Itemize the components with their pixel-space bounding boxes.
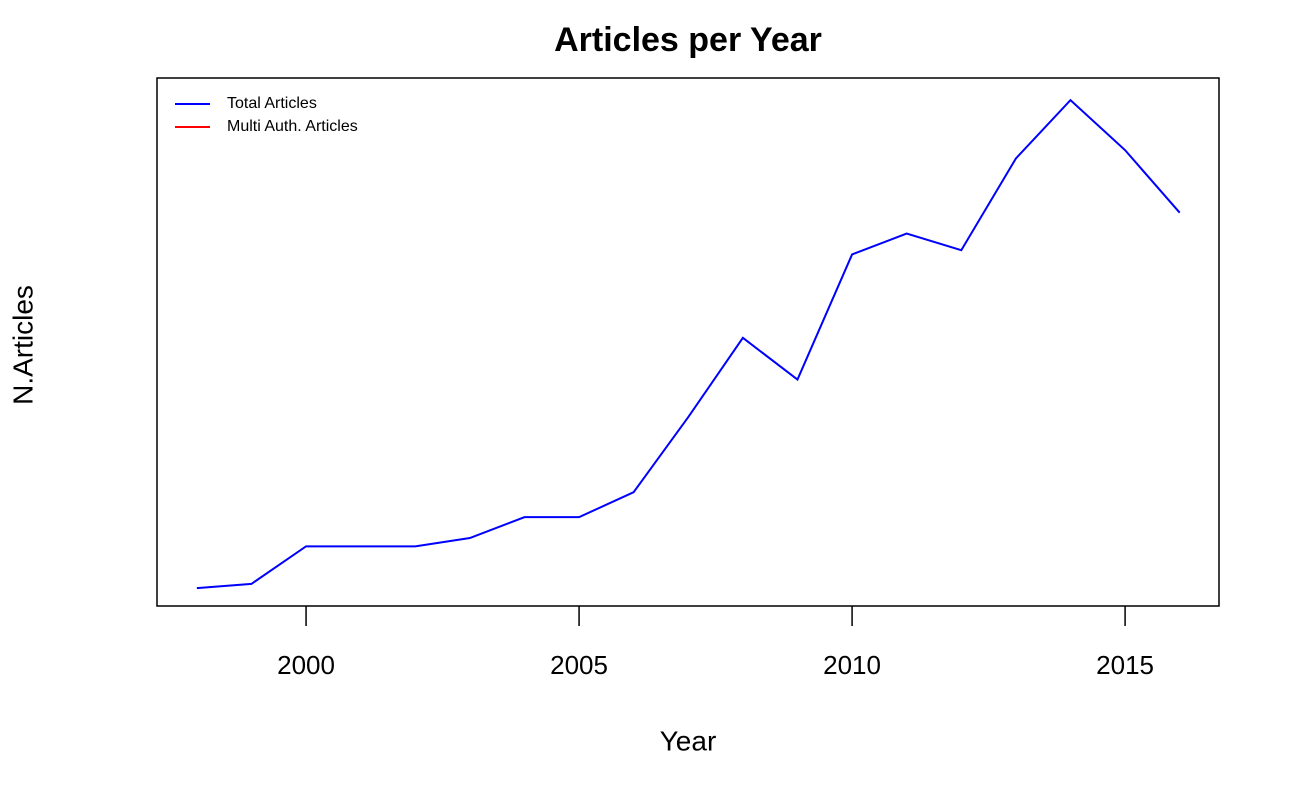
x-tick-label: 2005 <box>550 650 608 680</box>
chart-title: Articles per Year <box>554 21 822 59</box>
legend-label: Multi Auth. Articles <box>227 118 358 135</box>
y-axis-label: N.Articles <box>7 285 38 405</box>
x-axis-label: Year <box>660 725 717 756</box>
legend-label: Total Articles <box>227 95 317 112</box>
x-tick-label: 2000 <box>277 650 335 680</box>
x-tick-label: 2015 <box>1096 650 1154 680</box>
plot-frame <box>156 77 1220 607</box>
data-line <box>196 98 1181 590</box>
x-tick-label: 2010 <box>823 650 881 680</box>
